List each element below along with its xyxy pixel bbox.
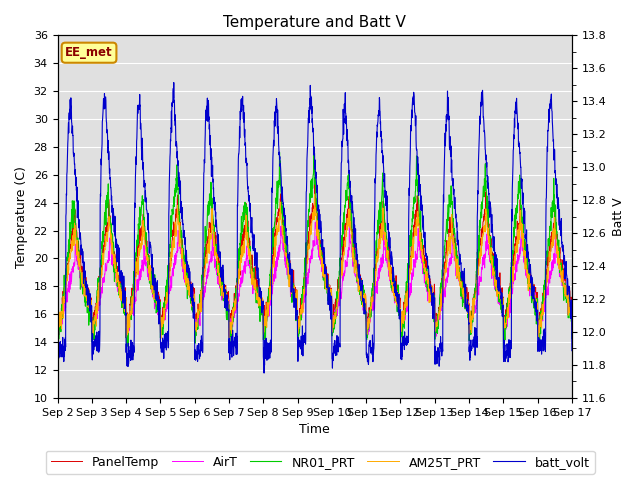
batt_volt xyxy=(197,348,205,354)
NR01_PRT xyxy=(310,148,317,154)
batt_volt xyxy=(523,255,531,261)
NR01_PRT xyxy=(340,207,348,213)
PanelTemp xyxy=(465,302,472,308)
Line: NR01_PRT: NR01_PRT xyxy=(58,151,572,348)
NR01_PRT xyxy=(500,346,508,351)
Line: AirT: AirT xyxy=(58,222,572,338)
PanelTemp xyxy=(311,181,319,187)
Line: batt_volt: batt_volt xyxy=(58,83,572,373)
AirT xyxy=(330,323,337,328)
AirT xyxy=(464,298,472,304)
Y-axis label: Batt V: Batt V xyxy=(612,197,625,236)
batt_volt xyxy=(260,370,268,376)
AM25T_PRT xyxy=(465,300,472,306)
PanelTemp xyxy=(122,335,130,341)
NR01_PRT xyxy=(537,310,545,315)
Line: AM25T_PRT: AM25T_PRT xyxy=(58,194,572,338)
NR01_PRT xyxy=(523,266,531,272)
Y-axis label: Temperature (C): Temperature (C) xyxy=(15,166,28,267)
batt_volt xyxy=(537,338,545,344)
AM25T_PRT xyxy=(330,324,337,330)
batt_volt xyxy=(170,80,178,85)
NR01_PRT xyxy=(54,343,61,349)
PanelTemp xyxy=(537,305,545,311)
AirT xyxy=(54,333,61,339)
AirT xyxy=(197,306,205,312)
AM25T_PRT xyxy=(197,289,205,295)
AM25T_PRT xyxy=(311,191,319,197)
PanelTemp xyxy=(341,226,349,232)
AM25T_PRT xyxy=(54,327,61,333)
batt_volt xyxy=(568,348,576,354)
Line: PanelTemp: PanelTemp xyxy=(58,184,572,338)
NR01_PRT xyxy=(464,314,472,320)
AirT xyxy=(312,219,319,225)
X-axis label: Time: Time xyxy=(300,423,330,436)
Text: EE_met: EE_met xyxy=(65,46,113,59)
NR01_PRT xyxy=(197,297,205,302)
AirT xyxy=(340,270,348,276)
AM25T_PRT xyxy=(568,328,576,334)
AM25T_PRT xyxy=(523,270,531,276)
AM25T_PRT xyxy=(537,312,545,317)
PanelTemp xyxy=(54,314,61,320)
AirT xyxy=(568,336,576,341)
PanelTemp xyxy=(197,291,205,297)
Title: Temperature and Batt V: Temperature and Batt V xyxy=(223,15,406,30)
Legend: PanelTemp, AirT, NR01_PRT, AM25T_PRT, batt_volt: PanelTemp, AirT, NR01_PRT, AM25T_PRT, ba… xyxy=(45,451,595,474)
batt_volt xyxy=(330,344,337,349)
AM25T_PRT xyxy=(157,336,164,341)
AirT xyxy=(523,271,531,277)
AirT xyxy=(537,320,545,325)
PanelTemp xyxy=(523,263,531,268)
NR01_PRT xyxy=(330,324,337,329)
PanelTemp xyxy=(568,333,576,338)
NR01_PRT xyxy=(568,336,576,341)
PanelTemp xyxy=(330,302,337,308)
AM25T_PRT xyxy=(341,238,349,244)
batt_volt xyxy=(54,349,61,355)
batt_volt xyxy=(341,109,349,115)
batt_volt xyxy=(465,310,472,315)
